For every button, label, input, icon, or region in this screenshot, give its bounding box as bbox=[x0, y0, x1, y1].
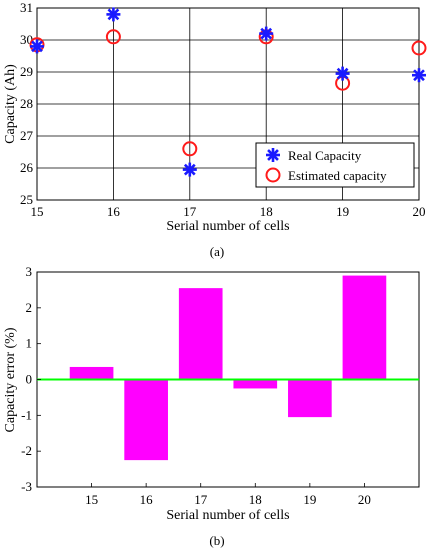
panel-label-a: (a) bbox=[210, 244, 224, 259]
error-bar bbox=[342, 275, 387, 380]
x-tick-label: 17 bbox=[183, 204, 197, 219]
x-tick-label: 15 bbox=[85, 492, 98, 507]
x-tick-label: 20 bbox=[413, 204, 426, 219]
x-tick-label: 16 bbox=[140, 492, 154, 507]
real-capacity-point bbox=[182, 162, 197, 177]
y-axis-label-b: Capacity error (%) bbox=[3, 327, 18, 432]
y-axis-label-a: Capacity (Ah) bbox=[3, 64, 18, 144]
y-tick-label: 0 bbox=[26, 372, 33, 387]
error-bar bbox=[288, 379, 332, 418]
x-tick-label: 15 bbox=[31, 204, 44, 219]
y-tick-label: -1 bbox=[21, 407, 32, 422]
grid-a bbox=[37, 8, 419, 200]
marks-a bbox=[29, 7, 427, 177]
legend-label-estimated: Estimated capacity bbox=[288, 168, 387, 183]
y-tick-label: 1 bbox=[26, 336, 33, 351]
estimated-capacity-point bbox=[105, 29, 121, 45]
x-tick-label: 18 bbox=[260, 204, 273, 219]
y-tick-label: 31 bbox=[20, 0, 33, 15]
x-axis-label-b: Serial number of cells bbox=[166, 508, 289, 523]
y-tick-label: 2 bbox=[26, 300, 33, 315]
y-tick-label: 29 bbox=[20, 64, 33, 79]
bars-b bbox=[37, 275, 419, 461]
real-capacity-point bbox=[30, 39, 44, 54]
real-capacity-point bbox=[335, 66, 350, 81]
error-bar bbox=[69, 366, 114, 380]
estimated-capacity-point bbox=[182, 141, 198, 157]
x-tick-label: 19 bbox=[336, 204, 349, 219]
panel-label-b: (b) bbox=[209, 533, 224, 548]
x-tick-label: 20 bbox=[358, 492, 371, 507]
x-tick-label: 17 bbox=[194, 492, 208, 507]
y-tick-label: 25 bbox=[20, 192, 33, 207]
legend-a: Real Capacity Estimated capacity bbox=[255, 142, 415, 188]
legend-box bbox=[255, 142, 415, 188]
real-capacity-point bbox=[412, 68, 426, 83]
x-axis-label-a: Serial number of cells bbox=[166, 219, 289, 234]
y-tick-label: 27 bbox=[20, 128, 34, 143]
ticks-b: 15 16 17 18 19 20 -3 -2 -1 0 1 2 3 bbox=[21, 264, 371, 507]
y-tick-label: 26 bbox=[20, 160, 34, 175]
error-bar bbox=[178, 288, 223, 380]
estimated-capacity-point bbox=[411, 40, 427, 56]
real-capacity-point bbox=[259, 26, 274, 41]
y-tick-label: 28 bbox=[20, 96, 33, 111]
legend-marker-real bbox=[266, 148, 280, 162]
x-tick-label: 18 bbox=[249, 492, 262, 507]
y-tick-label: -3 bbox=[21, 479, 32, 494]
real-capacity-point bbox=[106, 7, 121, 22]
x-tick-label: 19 bbox=[303, 492, 316, 507]
error-bar bbox=[124, 379, 168, 461]
legend-marker-estimated bbox=[265, 167, 281, 183]
error-bar bbox=[233, 379, 278, 389]
x-tick-label: 16 bbox=[107, 204, 121, 219]
chart-b: 15 16 17 18 19 20 -3 -2 -1 0 1 2 3 Serial number of … bbox=[3, 264, 420, 548]
y-tick-label: -2 bbox=[21, 443, 32, 458]
y-tick-label: 3 bbox=[26, 264, 33, 279]
legend-label-real: Real Capacity bbox=[288, 148, 362, 163]
